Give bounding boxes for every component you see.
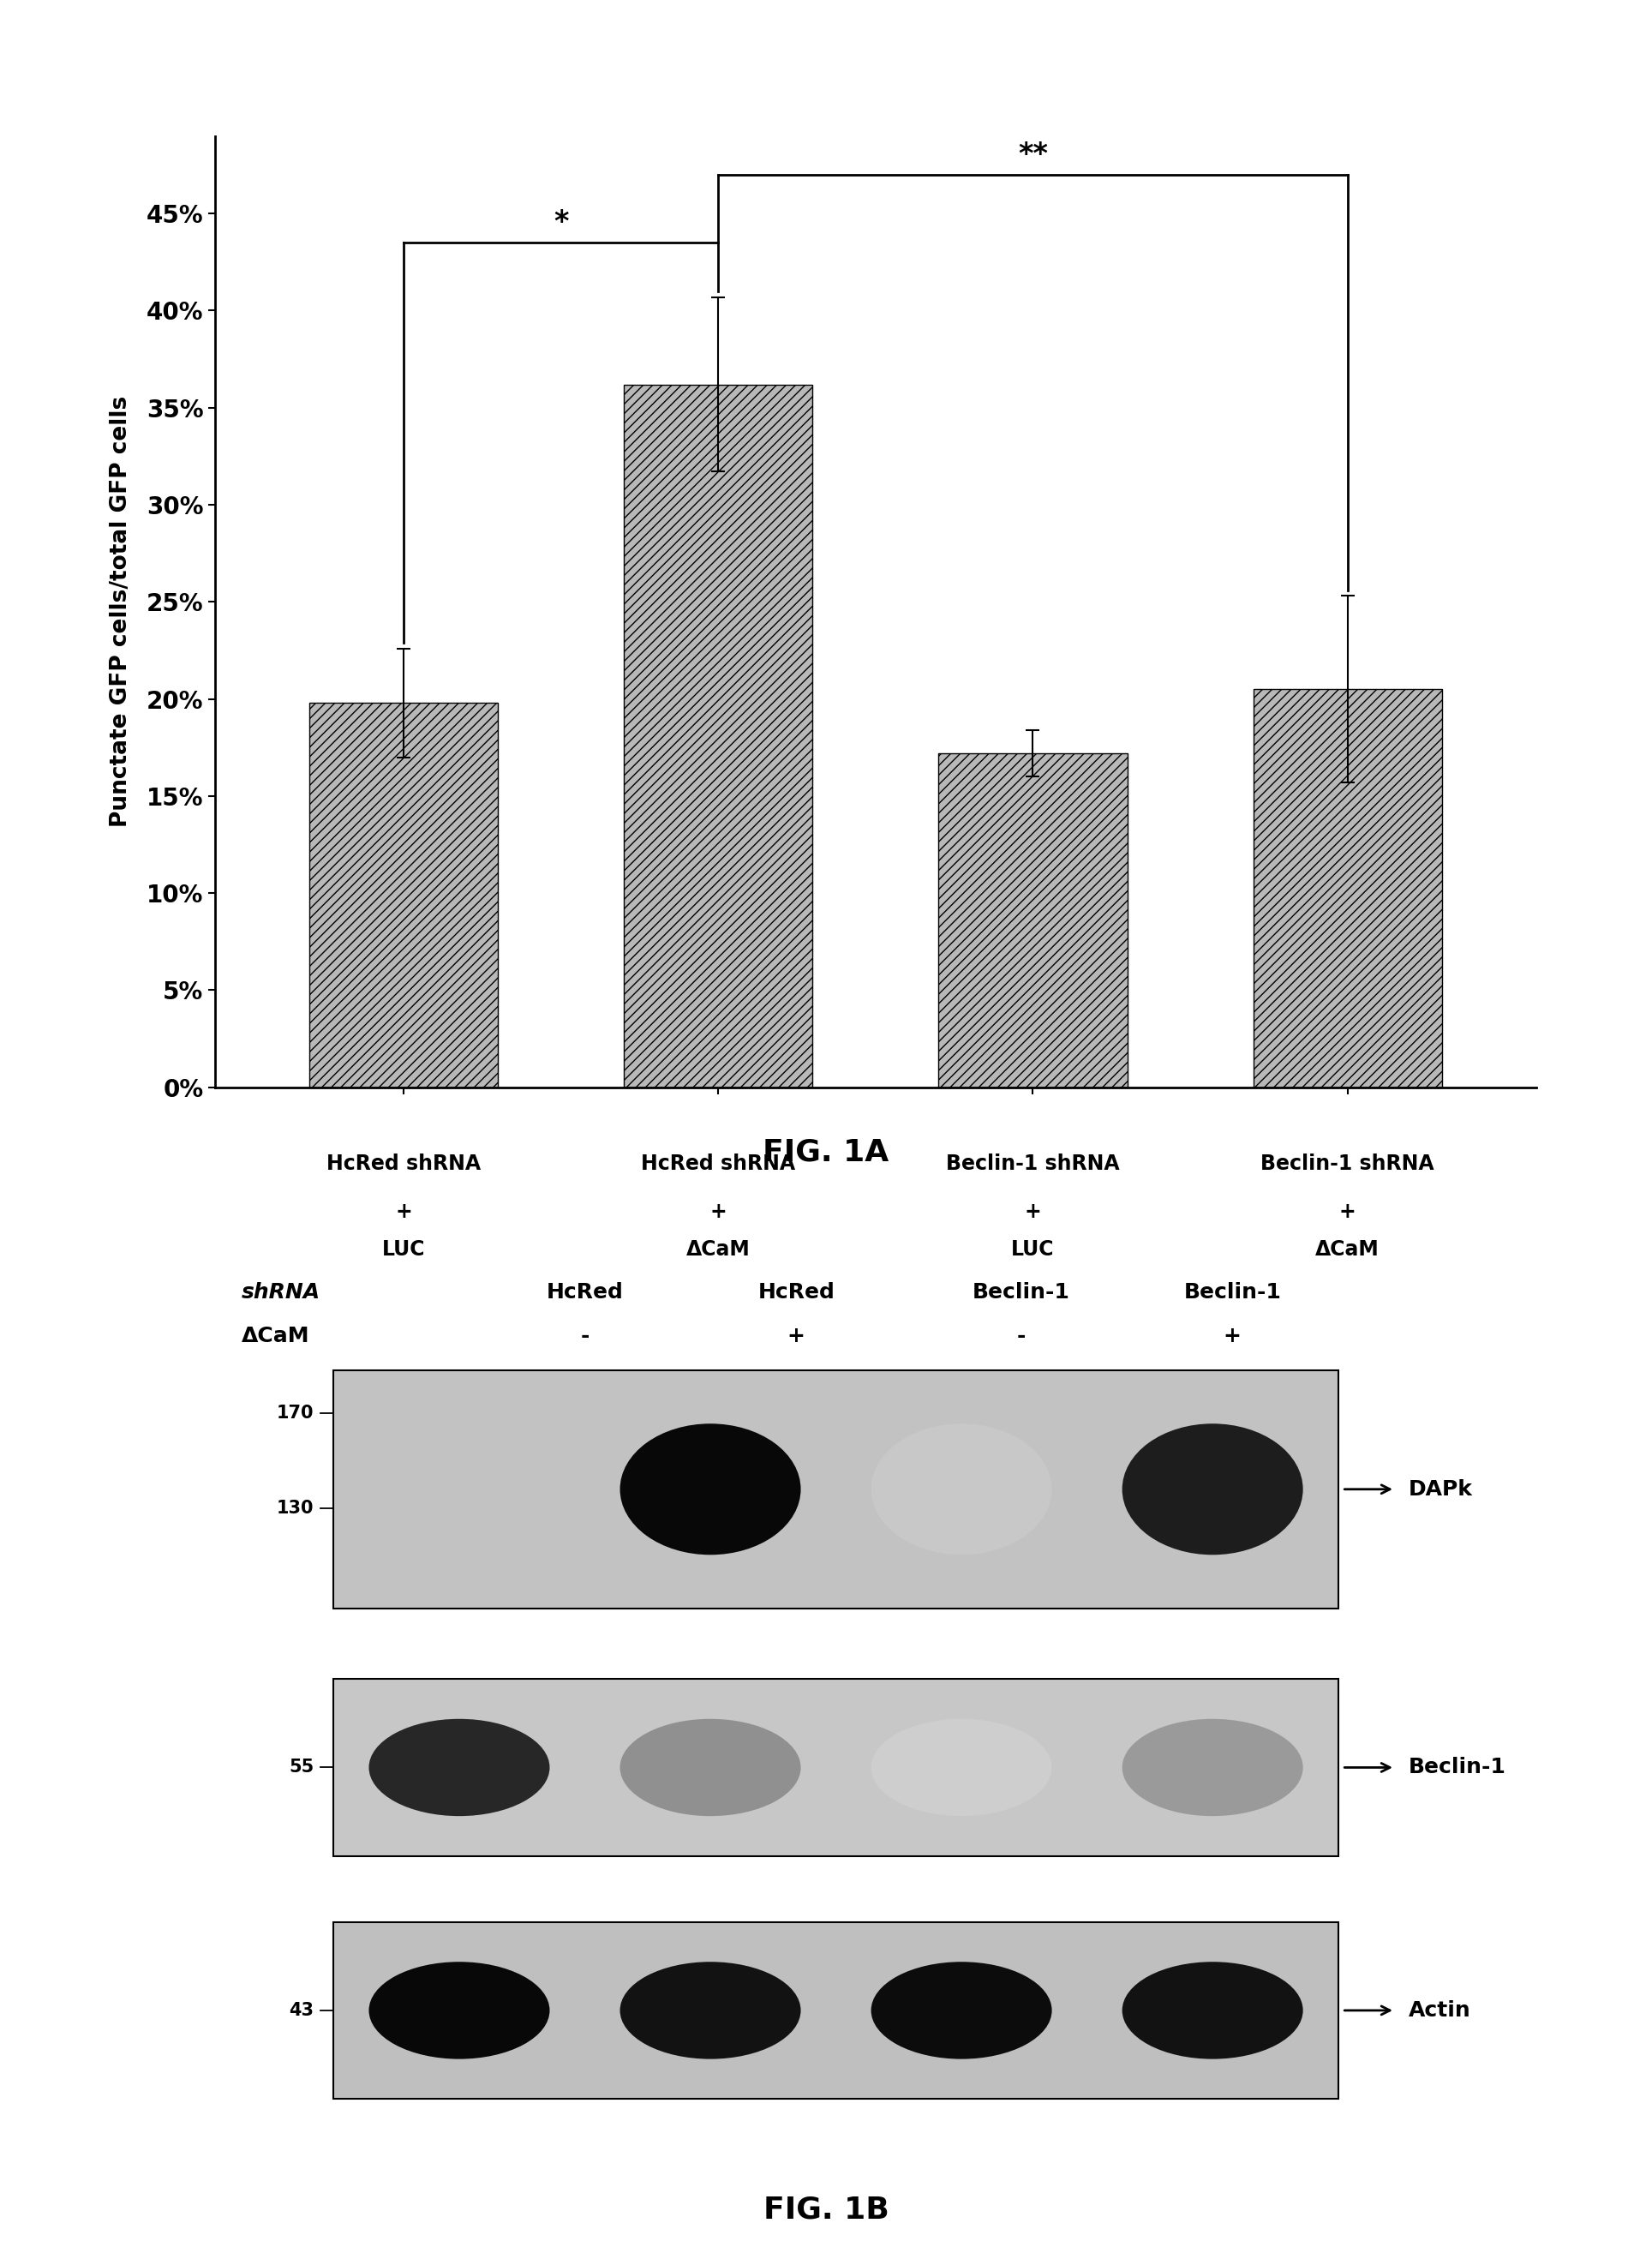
Text: HcRed: HcRed [547,1282,623,1302]
Bar [1254,689,1442,1087]
Text: ΔCaM: ΔCaM [241,1325,309,1345]
Bar [334,1923,1338,2100]
Text: +: + [788,1325,805,1345]
Text: DAPk: DAPk [1408,1479,1472,1499]
Text: FIG. 1A: FIG. 1A [763,1137,889,1166]
Text: +: + [1224,1325,1241,1345]
Text: +: + [1340,1200,1356,1221]
Ellipse shape [620,1961,801,2059]
Text: Beclin-1: Beclin-1 [971,1282,1070,1302]
Text: +: + [395,1200,411,1221]
Text: 55: 55 [289,1760,314,1776]
Ellipse shape [871,1425,1052,1554]
Text: -: - [1016,1325,1026,1345]
Ellipse shape [368,1719,550,1817]
Ellipse shape [1122,1961,1303,2059]
Text: LUC: LUC [1011,1239,1054,1259]
Text: ΔCaM: ΔCaM [1315,1239,1379,1259]
Ellipse shape [368,1961,550,2059]
Text: LUC: LUC [382,1239,425,1259]
Text: +: + [1024,1200,1041,1221]
Bar [624,385,813,1087]
Text: Beclin-1 shRNA: Beclin-1 shRNA [1260,1153,1434,1173]
Ellipse shape [1122,1719,1303,1817]
Bar [309,702,497,1087]
Ellipse shape [871,1719,1052,1817]
Text: HcRed shRNA: HcRed shRNA [327,1153,481,1173]
Ellipse shape [1122,1425,1303,1554]
Ellipse shape [620,1719,801,1817]
Text: Beclin-1: Beclin-1 [1183,1282,1282,1302]
Text: FIG. 1B: FIG. 1B [763,2195,889,2224]
Bar [938,754,1127,1087]
Text: **: ** [1018,140,1047,170]
Bar [334,1370,1338,1608]
Y-axis label: Punctate GFP cells/total GFP cells: Punctate GFP cells/total GFP cells [109,396,132,827]
Text: ΔCaM: ΔCaM [686,1239,750,1259]
Text: 170: 170 [276,1404,314,1422]
Text: +: + [710,1200,727,1221]
Text: -: - [580,1325,590,1345]
Text: *: * [553,208,568,238]
Text: Beclin-1: Beclin-1 [1408,1758,1505,1778]
Text: 43: 43 [289,2002,314,2018]
Text: HcRed: HcRed [758,1282,834,1302]
Text: 130: 130 [276,1499,314,1518]
Bar [334,1678,1338,1855]
Text: Beclin-1 shRNA: Beclin-1 shRNA [947,1153,1120,1173]
Ellipse shape [620,1425,801,1554]
Ellipse shape [871,1961,1052,2059]
Text: Actin: Actin [1408,2000,1470,2020]
Text: shRNA: shRNA [241,1282,320,1302]
Text: HcRed shRNA: HcRed shRNA [641,1153,795,1173]
